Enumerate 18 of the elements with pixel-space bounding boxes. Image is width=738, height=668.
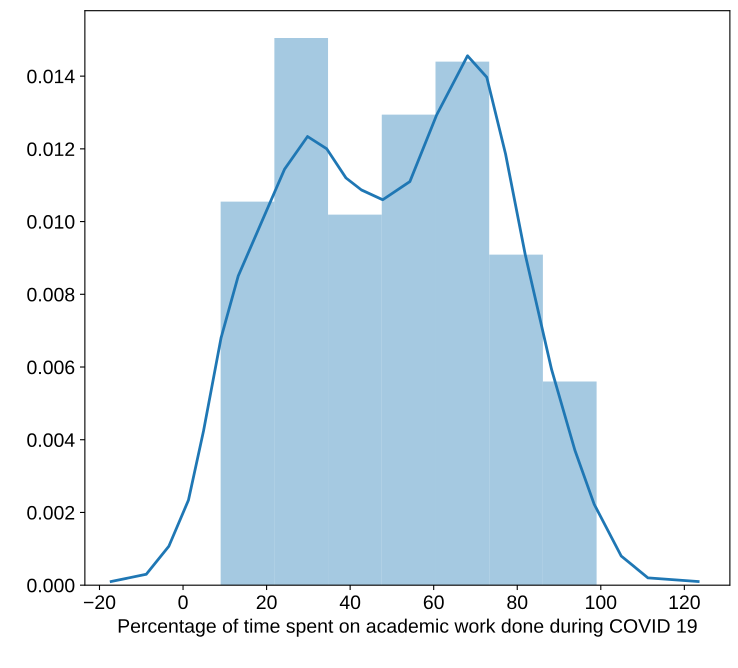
x-tick-label: 80 [507,595,528,610]
y-tick-label: 0.008 [27,288,74,302]
x-tick-label: −20 [84,595,116,610]
y-tick-label: 0.004 [27,433,75,447]
x-tick-label: 40 [340,595,360,610]
y-tick-label: 0.006 [27,360,74,374]
x-tick-label: 0 [178,595,188,610]
x-tick-label: 120 [670,595,700,610]
y-tick-label: 0.012 [27,142,74,156]
x-tick-label: 60 [424,595,444,610]
x-tick-label: 20 [256,595,277,610]
line-series [110,54,700,583]
y-tick-label: 0.014 [27,70,75,84]
y-tick-label: 0.010 [27,215,74,229]
y-tick-label: 0.002 [27,506,74,520]
x-axis-title: Percentage of time spent on academic work done during COVID 19 [118,618,697,637]
x-tick-label: 100 [586,595,616,610]
y-tick-label: 0.000 [27,578,74,592]
